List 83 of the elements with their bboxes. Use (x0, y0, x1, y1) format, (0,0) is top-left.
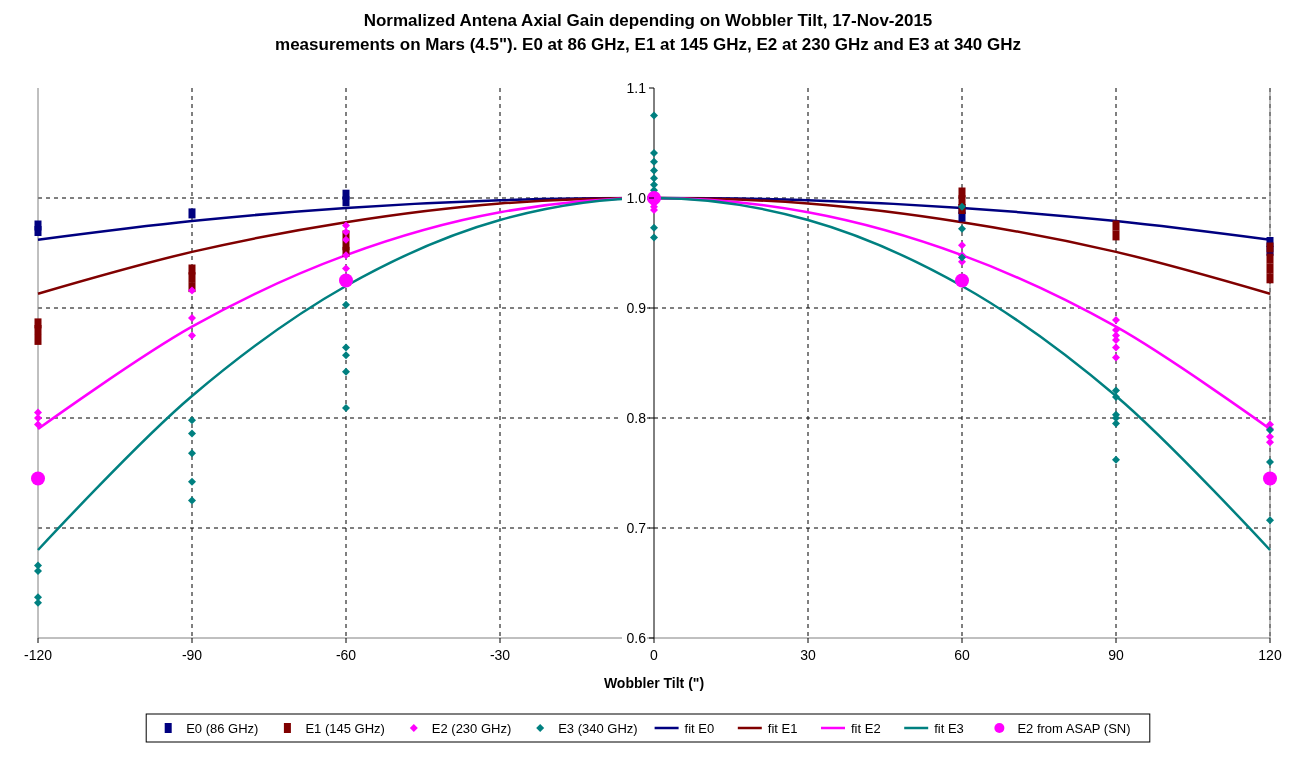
legend-label: E2 (230 GHz) (431, 721, 512, 736)
point (1112, 326, 1120, 334)
x-tick-label: -90 (181, 647, 203, 663)
legend-label: E0 (86 GHz) (186, 721, 259, 736)
point (1263, 471, 1277, 486)
point (34, 334, 42, 345)
point (342, 351, 350, 360)
point (34, 414, 42, 422)
point (339, 273, 353, 288)
point (1112, 419, 1120, 428)
point (188, 272, 196, 283)
point (188, 286, 196, 295)
point (1112, 230, 1120, 241)
x-tick-label: -30 (489, 647, 511, 663)
legend-label: E1 (145 GHz) (305, 721, 385, 736)
point (1112, 220, 1120, 231)
point (342, 264, 350, 273)
point (188, 208, 196, 219)
x-tick-label: 30 (800, 647, 816, 663)
point (958, 241, 966, 250)
point (342, 196, 350, 207)
point (342, 228, 350, 237)
y-tick-label: 0.8 (626, 410, 647, 426)
y-tick-label: 0.6 (626, 630, 647, 646)
x-tick-label: 0 (650, 647, 659, 663)
point (342, 343, 350, 352)
point (342, 300, 350, 309)
legend-label: fit E2 (851, 721, 881, 736)
point (188, 496, 196, 505)
point (188, 449, 196, 458)
x-tick-label: -120 (23, 647, 53, 663)
legend-label: fit E0 (684, 721, 715, 736)
point (1266, 516, 1274, 525)
point (1266, 438, 1274, 447)
point (1112, 386, 1120, 395)
point (955, 273, 969, 288)
x-tick-label: 120 (1258, 647, 1282, 663)
point (342, 235, 350, 244)
point (1266, 273, 1274, 284)
point (1266, 253, 1274, 264)
x-tick-label: 90 (1108, 647, 1124, 663)
point (1112, 353, 1120, 362)
chart-subtitle: measurements on Mars (4.5"). E0 at 86 GHz, E1 at 145 GHz, E2 at 230 GHz and E3 at 340 GHz (275, 35, 1021, 54)
point (650, 166, 658, 175)
point (1112, 455, 1120, 464)
legend-label: fit E1 (767, 721, 798, 736)
y-tick-label: 1.0 (626, 190, 647, 206)
point (650, 180, 658, 189)
point (958, 224, 966, 233)
point (342, 404, 350, 413)
y-tick-label: 1.1 (626, 80, 647, 96)
point (34, 420, 42, 429)
point (1112, 343, 1120, 352)
point (188, 429, 196, 438)
point (188, 416, 196, 425)
point (647, 191, 661, 205)
point (650, 148, 658, 157)
point (342, 367, 350, 376)
point (650, 174, 658, 183)
point (650, 223, 658, 232)
point (188, 313, 196, 322)
y-tick-label: 0.7 (626, 520, 647, 536)
legend-label: fit E3 (934, 721, 964, 736)
point (342, 251, 350, 260)
x-tick-label: -60 (335, 647, 357, 663)
point (1112, 316, 1120, 325)
y-tick-label: 0.9 (626, 300, 647, 316)
chart-title: Normalized Antena Axial Gain depending on Wobbler Tilt, 17-Nov-2015 (363, 11, 933, 30)
point (650, 157, 658, 166)
x-axis-title: Wobbler Tilt (") (603, 675, 705, 691)
point (34, 226, 42, 236)
point (1112, 393, 1120, 402)
legend-label: E2 from ASAP (SN) (1017, 721, 1131, 736)
legend-label: E3 (340 GHz) (558, 721, 638, 736)
point (650, 111, 658, 120)
point (342, 221, 350, 230)
point (188, 477, 196, 486)
point (1266, 263, 1274, 274)
point (1266, 458, 1274, 466)
point (188, 331, 196, 340)
point (650, 233, 658, 242)
point (31, 471, 45, 486)
x-tick-label: 60 (954, 647, 970, 663)
